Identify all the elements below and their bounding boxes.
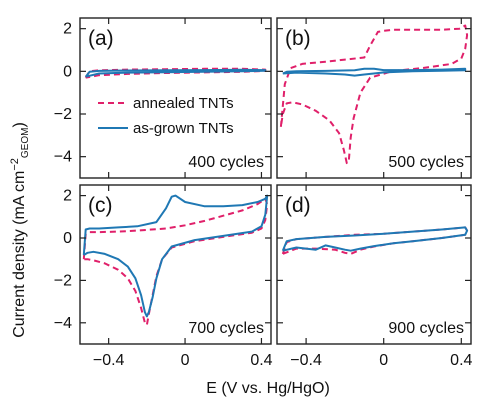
panel-letter: (d) [285,194,311,217]
panel-frame [79,17,272,179]
y-tick-label: −4 [54,315,72,332]
cycles-label: 500 cycles [388,154,464,171]
legend-label-annealed: annealed TNTs [133,95,234,112]
cycles-label: 900 cycles [388,320,464,337]
panel-letter: (b) [285,27,311,50]
y-axis-title: Current density (mA cm−2GEOM) [9,122,31,338]
panel-b: (b) 500 cycles [276,17,472,179]
x-tick-label: 0.4 [450,352,472,369]
panels-layer: 2 0 −2 −4 (a) 400 cycles (b) 500 cycles 2 0 −2 −4 −0… [54,17,473,369]
panel-c: 2 0 −2 −4 −0.4 0 0.4 (c) 700 cycles [54,184,273,369]
series-line-annealed [279,24,469,165]
x-tick-label: −0.4 [290,352,322,369]
cycles-label: 700 cycles [188,320,264,337]
y-tick-label: −2 [54,272,72,289]
legend-label-asgrown: as-grown TNTs [133,120,234,137]
y-axis-title-tail: ) [11,122,28,127]
panel-frame [276,184,472,345]
y-axis-title-sub: GEOM [20,128,31,159]
y-axis-title-exp: −2 [9,158,21,171]
y-axis-title-main: Current density (mA cm [11,171,28,338]
x-tick-label: 0 [181,352,190,369]
y-tick-label: 2 [63,21,72,38]
y-tick-label: 0 [63,230,72,247]
panel-a: 2 0 −2 −4 (a) 400 cycles [54,17,272,179]
x-tick-label: 0.4 [250,352,272,369]
panel-letter: (a) [88,27,114,50]
x-tick-label: 0 [379,352,388,369]
x-axis-title: E (V vs. Hg/HgO) [206,380,330,397]
panel-d: −0.4 0 0.4 (d) 900 cycles [276,184,473,369]
series-line-asgrown [282,67,467,77]
series-line-asgrown [281,226,469,252]
series-line-asgrown [84,68,267,78]
panel-letter: (c) [88,194,113,217]
x-tick-label: −0.4 [93,352,125,369]
cycles-label: 400 cycles [188,154,264,171]
panel-frame [79,184,272,345]
series-line-asgrown [82,194,269,318]
y-tick-label: 2 [63,188,72,205]
y-tick-label: −4 [54,149,72,166]
panel-frame [276,17,472,179]
y-tick-label: −2 [54,106,72,123]
legend: annealed TNTs as-grown TNTs [98,95,234,137]
y-tick-label: 0 [63,63,72,80]
series-line-annealed [82,197,269,326]
